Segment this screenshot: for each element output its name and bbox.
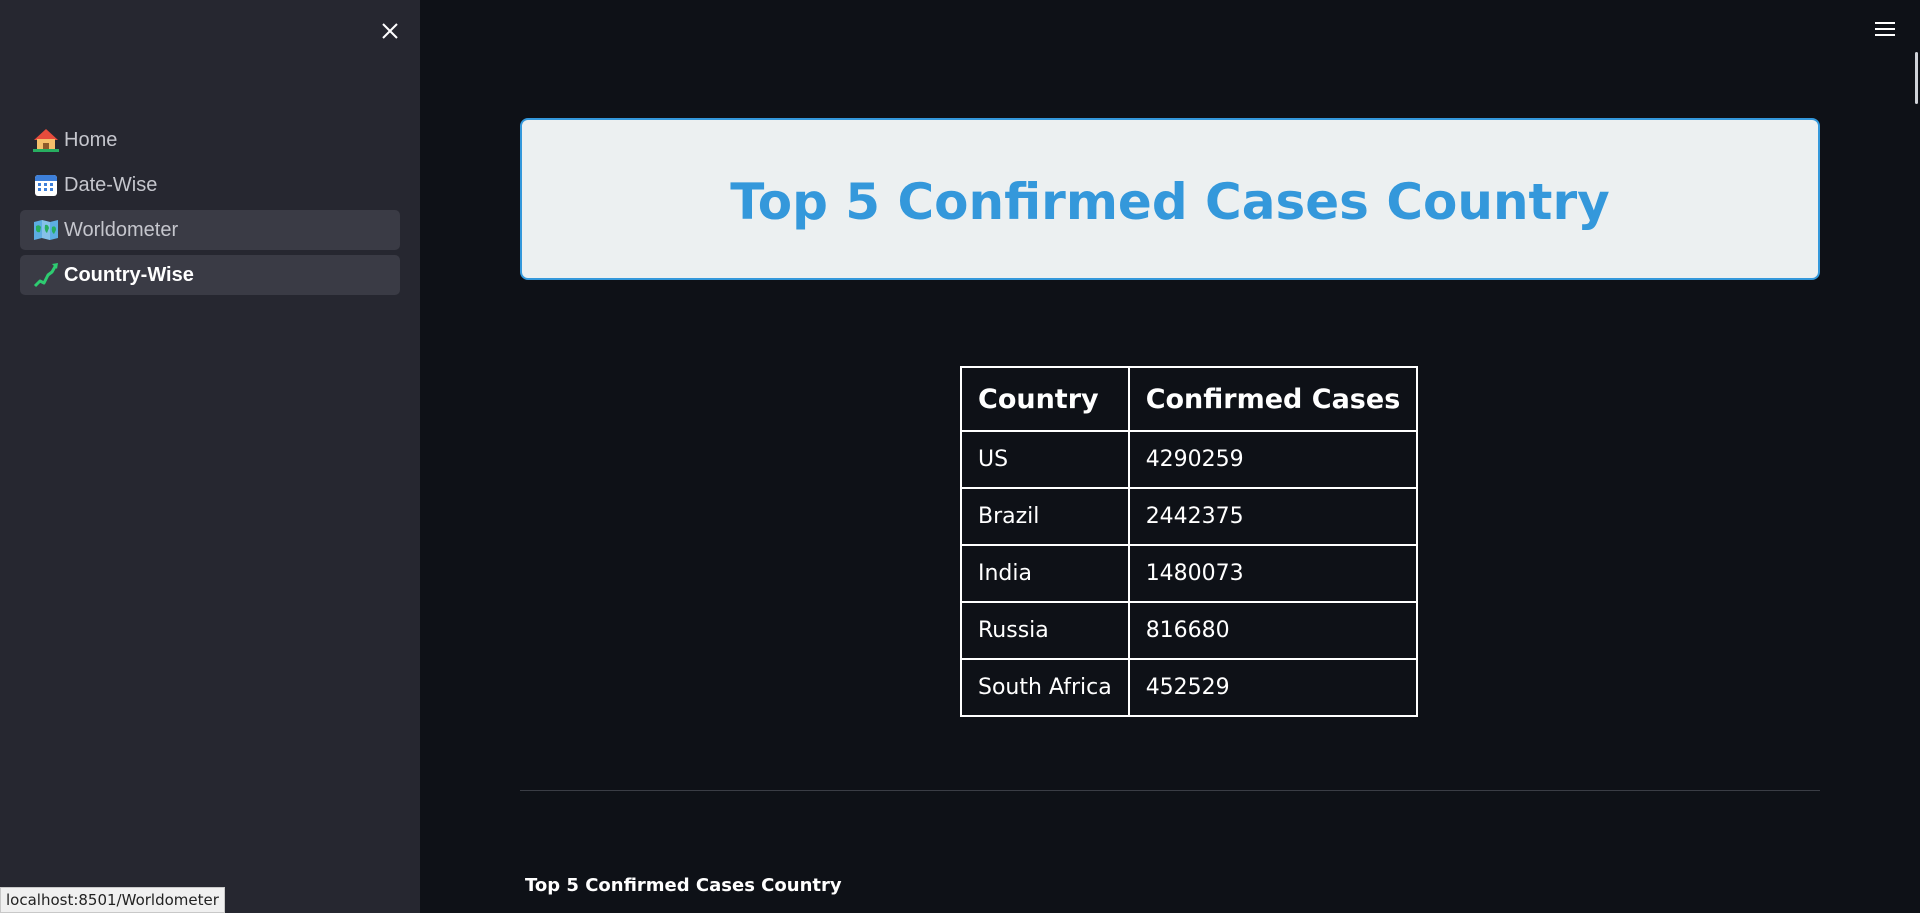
cell-country: India	[960, 544, 1130, 603]
column-header-confirmed-cases: Confirmed Cases	[1127, 366, 1419, 432]
main-menu-button[interactable]	[1870, 16, 1900, 42]
scrollbar-thumb[interactable]	[1915, 52, 1918, 104]
section-divider	[520, 790, 1820, 791]
table-row: South Africa 452529	[960, 658, 1419, 717]
main-content: Top 5 Confirmed Cases Country Country Co…	[420, 0, 1920, 913]
title-banner: Top 5 Confirmed Cases Country	[520, 118, 1820, 280]
confirmed-cases-table: Country Confirmed Cases US 4290259 Brazi…	[960, 366, 1419, 717]
confirmed-cases-table-wrapper: Country Confirmed Cases US 4290259 Brazi…	[960, 366, 1419, 717]
cell-country: South Africa	[960, 658, 1130, 717]
table-row: India 1480073	[960, 544, 1419, 603]
page-title: Top 5 Confirmed Cases Country	[730, 173, 1610, 231]
table-header-row: Country Confirmed Cases	[960, 366, 1419, 432]
chart-trend-icon	[33, 262, 59, 288]
column-header-country: Country	[960, 366, 1130, 432]
sidebar-item-date-wise[interactable]: Date-Wise	[20, 165, 400, 205]
calendar-icon	[33, 172, 59, 198]
sidebar-item-home[interactable]: Home	[20, 120, 400, 160]
sidebar: Home Date-Wise	[0, 0, 420, 913]
sidebar-item-label: Country-Wise	[64, 263, 194, 286]
cell-confirmed-cases: 2442375	[1127, 487, 1419, 546]
close-icon	[382, 23, 398, 39]
table-row: Russia 816680	[960, 601, 1419, 660]
sidebar-item-label: Home	[64, 128, 118, 151]
cell-country: Brazil	[960, 487, 1130, 546]
section-heading: Top 5 Confirmed Cases Country	[525, 875, 842, 896]
cell-country: Russia	[960, 601, 1130, 660]
cell-country: US	[960, 430, 1130, 489]
sidebar-item-label: Worldometer	[64, 218, 179, 241]
table-row: US 4290259	[960, 430, 1419, 489]
cell-confirmed-cases: 816680	[1127, 601, 1419, 660]
house-icon	[33, 127, 59, 153]
map-icon	[33, 217, 59, 243]
hamburger-menu-icon	[1875, 22, 1895, 36]
sidebar-close-button[interactable]	[375, 16, 405, 46]
sidebar-item-worldometer[interactable]: Worldometer	[20, 210, 400, 250]
cell-confirmed-cases: 1480073	[1127, 544, 1419, 603]
sidebar-nav: Home Date-Wise	[20, 120, 400, 300]
sidebar-item-label: Date-Wise	[64, 173, 158, 196]
status-bar-url: localhost:8501/Worldometer	[0, 887, 225, 913]
sidebar-item-country-wise[interactable]: Country-Wise	[20, 255, 400, 295]
table-row: Brazil 2442375	[960, 487, 1419, 546]
cell-confirmed-cases: 452529	[1127, 658, 1419, 717]
cell-confirmed-cases: 4290259	[1127, 430, 1419, 489]
